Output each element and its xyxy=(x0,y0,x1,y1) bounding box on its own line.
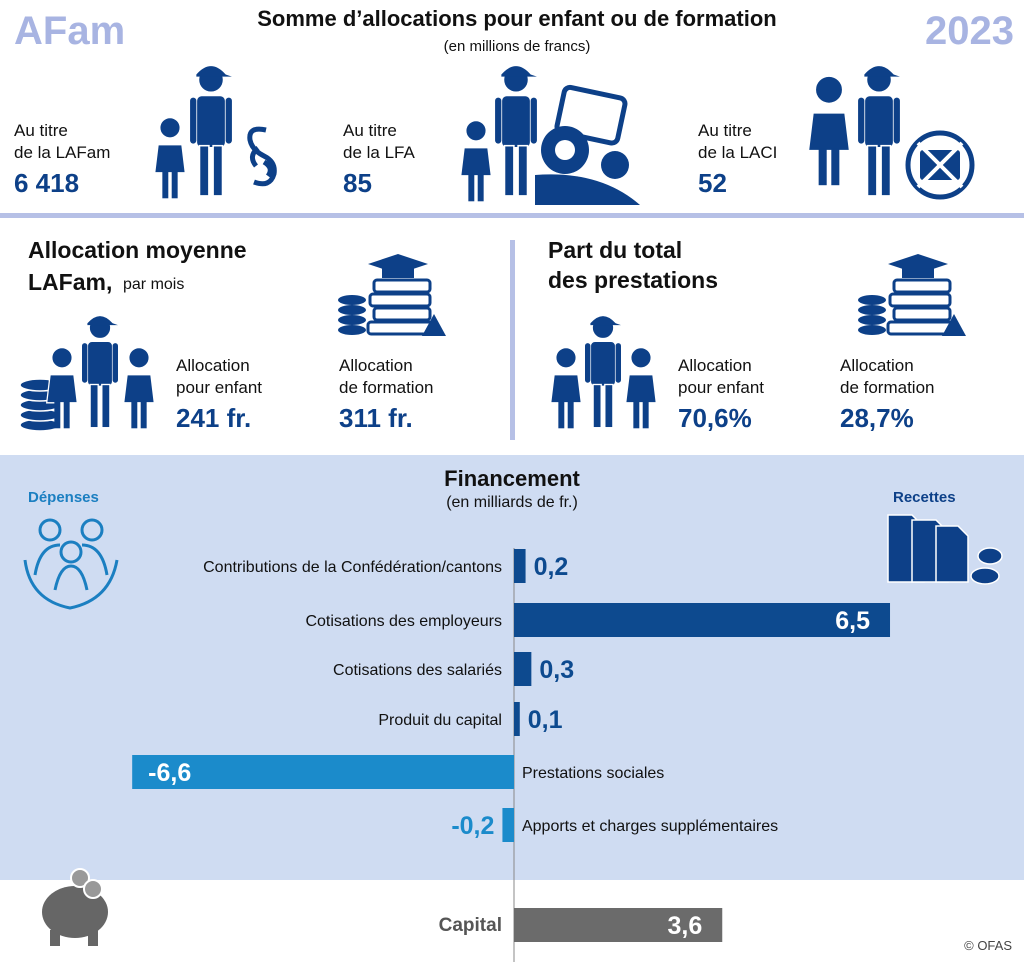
total-value: 85 xyxy=(343,168,372,198)
books-icon xyxy=(338,252,448,338)
total-label: Au titre xyxy=(698,121,752,140)
bar xyxy=(513,603,891,637)
value-label: -6,6 xyxy=(148,759,191,787)
section-title: Part du total xyxy=(548,237,682,263)
child-icon xyxy=(154,116,186,199)
piggy-icon xyxy=(42,868,108,946)
child-icon xyxy=(625,346,657,429)
total-value: 6 418 xyxy=(14,168,79,198)
total-label: de la LACI xyxy=(698,143,777,162)
adult-icon xyxy=(585,315,621,429)
item-label: Allocation xyxy=(840,356,914,375)
value-label: 0,2 xyxy=(534,553,569,581)
category-label: Apports et charges supplémentaires xyxy=(522,818,778,835)
credit: © OFAS xyxy=(964,938,1012,953)
bar xyxy=(513,549,526,583)
child-icon xyxy=(123,346,155,429)
bar xyxy=(513,702,520,736)
category-label: Prestations sociales xyxy=(522,765,664,782)
section-title: LAFam, xyxy=(28,269,112,295)
child-icon xyxy=(460,119,492,202)
bar xyxy=(513,908,723,942)
item-value: 70,6% xyxy=(678,403,752,433)
category-label: Capital xyxy=(439,915,502,936)
subtitle: (en millions de francs) xyxy=(444,38,591,55)
item-label: pour enfant xyxy=(678,378,764,397)
section-note: par mois xyxy=(123,276,184,293)
bar xyxy=(513,652,532,686)
value-label: 0,1 xyxy=(528,706,563,734)
money-icon xyxy=(887,514,1003,585)
value-label: -0,2 xyxy=(451,812,494,840)
adult-icon xyxy=(82,315,118,429)
logo: AFam xyxy=(14,9,125,53)
adult-icon xyxy=(190,65,232,197)
expenses-label: Dépenses xyxy=(28,489,99,506)
adult-icon xyxy=(858,65,900,197)
child-icon xyxy=(807,74,851,187)
category-label: Produit du capital xyxy=(378,712,502,729)
total-label: Au titre xyxy=(343,121,397,140)
child-icon xyxy=(550,346,582,429)
section-title: des prestations xyxy=(548,267,718,293)
item-value: 28,7% xyxy=(840,403,914,433)
value-label: 6,5 xyxy=(835,607,870,635)
total-label: de la LAFam xyxy=(14,143,110,162)
paragraph-icon xyxy=(247,126,277,187)
adult-icon xyxy=(495,65,537,197)
value-label: 3,6 xyxy=(667,912,702,940)
item-label: pour enfant xyxy=(176,378,262,397)
item-label: Allocation xyxy=(678,356,752,375)
category-label: Contributions de la Confédération/canton… xyxy=(203,559,502,576)
tractor-icon xyxy=(535,84,640,205)
chart-subtitle: (en milliards de fr.) xyxy=(446,494,578,511)
item-value: 241 fr. xyxy=(176,403,251,433)
revenue-label: Recettes xyxy=(893,489,956,506)
bar xyxy=(502,808,514,842)
section-title: Allocation moyenne xyxy=(28,237,247,263)
category-label: Cotisations des employeurs xyxy=(305,613,502,630)
bar xyxy=(132,755,514,789)
item-value: 311 fr. xyxy=(339,403,413,433)
family-icon xyxy=(23,518,119,610)
year: 2023 xyxy=(925,9,1014,53)
value-label: 0,3 xyxy=(539,656,574,684)
item-label: Allocation xyxy=(339,356,413,375)
item-label: de formation xyxy=(840,378,935,397)
total-value: 52 xyxy=(698,168,727,198)
title: Somme d’allocations pour enfant ou de fo… xyxy=(257,6,776,31)
books-icon xyxy=(858,252,968,338)
no-work-icon xyxy=(905,130,975,200)
chart-title: Financement xyxy=(444,466,580,491)
item-label: de formation xyxy=(339,378,434,397)
item-label: Allocation xyxy=(176,356,250,375)
separator xyxy=(510,240,515,440)
total-label: Au titre xyxy=(14,121,68,140)
total-label: de la LFA xyxy=(343,143,415,162)
category-label: Cotisations des salariés xyxy=(333,662,502,679)
separator xyxy=(0,213,1024,218)
